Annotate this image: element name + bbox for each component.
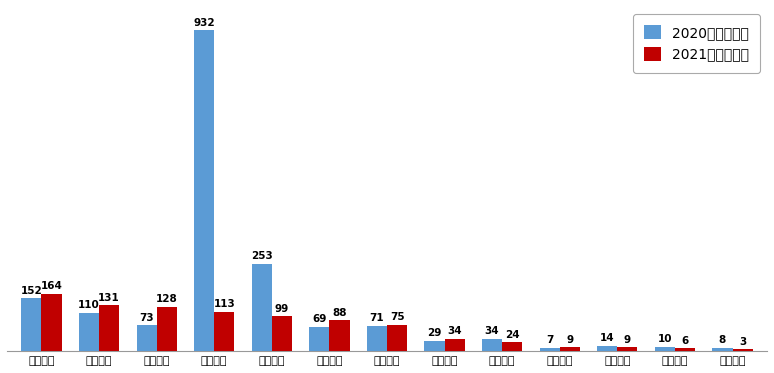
Text: 128: 128 <box>156 294 177 304</box>
Text: 73: 73 <box>139 313 154 323</box>
Text: 932: 932 <box>194 18 215 28</box>
Text: 34: 34 <box>447 326 462 336</box>
Bar <box>444 339 464 351</box>
Bar <box>156 307 176 351</box>
Bar <box>387 325 407 351</box>
Text: 71: 71 <box>370 313 384 323</box>
Text: 14: 14 <box>600 333 615 343</box>
Bar <box>99 305 119 351</box>
Text: 6: 6 <box>681 336 689 346</box>
Bar <box>214 312 235 351</box>
Bar <box>424 341 444 351</box>
Text: 3: 3 <box>739 337 746 347</box>
Text: 9: 9 <box>567 335 574 345</box>
Bar <box>367 326 387 351</box>
Text: 24: 24 <box>505 329 519 339</box>
Text: 69: 69 <box>312 314 327 324</box>
Text: 110: 110 <box>78 300 100 310</box>
Bar <box>42 294 62 351</box>
Bar <box>655 347 675 351</box>
Text: 164: 164 <box>40 281 63 291</box>
Text: 99: 99 <box>275 304 289 314</box>
Bar <box>598 346 618 351</box>
Text: 7: 7 <box>546 335 553 345</box>
Bar <box>502 342 522 351</box>
Bar <box>712 348 732 351</box>
Legend: 2020年第三季度, 2021年第三季度: 2020年第三季度, 2021年第三季度 <box>633 14 760 73</box>
Bar <box>732 350 752 351</box>
Bar <box>539 348 560 351</box>
Bar <box>618 347 638 351</box>
Bar <box>272 316 292 351</box>
Text: 131: 131 <box>98 293 120 303</box>
Bar <box>22 298 42 351</box>
Text: 10: 10 <box>658 334 672 344</box>
Bar <box>194 30 214 351</box>
Text: 8: 8 <box>719 335 726 345</box>
Bar <box>330 320 350 351</box>
Bar <box>310 327 330 351</box>
Text: 34: 34 <box>485 326 499 336</box>
Text: 88: 88 <box>332 307 347 317</box>
Bar <box>252 264 272 351</box>
Bar <box>482 339 502 351</box>
Bar <box>560 347 580 351</box>
Text: 75: 75 <box>390 312 404 322</box>
Text: 152: 152 <box>21 285 43 295</box>
Text: 253: 253 <box>251 251 272 261</box>
Text: 9: 9 <box>624 335 631 345</box>
Bar <box>675 348 695 351</box>
Text: 113: 113 <box>214 299 235 309</box>
Text: 29: 29 <box>427 328 442 338</box>
Bar <box>79 313 99 351</box>
Bar <box>136 325 156 351</box>
